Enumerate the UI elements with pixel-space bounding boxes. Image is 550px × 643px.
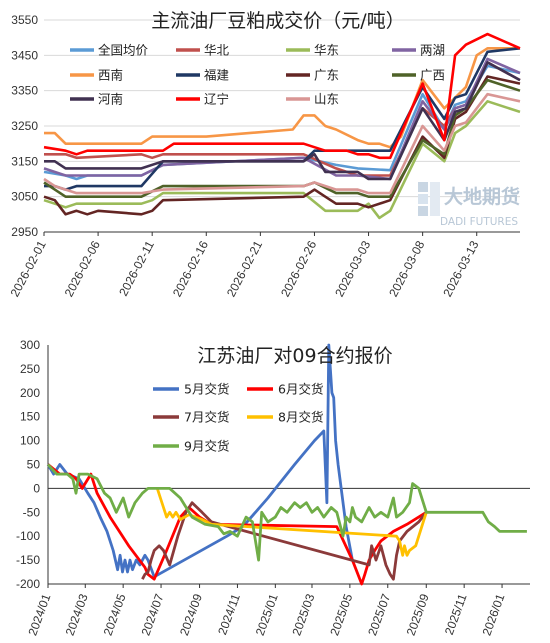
x-tick-label: 2024/07: [139, 592, 167, 638]
legend-label: 华东: [314, 43, 339, 58]
legend-label: 7月交货: [184, 410, 229, 425]
y-tick-label: 250: [20, 362, 40, 376]
watermark-emblem-icon: [418, 182, 440, 216]
y-tick-label: 3550: [11, 13, 38, 27]
y-tick-label: 0: [33, 481, 40, 495]
y-tick-label: -100: [16, 529, 40, 543]
y-tick-label: 3250: [11, 119, 38, 133]
y-tick-label: -200: [16, 577, 40, 591]
x-tick-label: 2025/09: [404, 592, 432, 638]
legend-label: 西南: [98, 68, 123, 83]
x-tick-label: 2025/03: [289, 592, 317, 638]
x-tick-label: 2026-02-06: [62, 238, 103, 299]
legend-label: 6月交货: [278, 382, 323, 397]
y-tick-label: 3450: [11, 48, 38, 62]
y-tick-label: -150: [16, 553, 40, 567]
y-tick-label: 3150: [11, 154, 38, 168]
chart-main-soymeal-prices: 大地期货 DADI FUTURES 2950 3050 3150 3250 3350 34…: [8, 10, 521, 299]
series-line-4: [155, 487, 428, 557]
legend-label: 山东: [314, 92, 339, 107]
series-line-8: [43, 78, 521, 198]
legend-label: 广西: [420, 68, 445, 83]
watermark-subtext: DADI FUTURES: [440, 216, 518, 228]
y-tick-label: 100: [20, 434, 40, 448]
chart-title: 江苏油厂对09合约报价: [197, 345, 392, 367]
x-tick-label: 2024/01: [25, 592, 53, 638]
x-tick-label: 2025/05: [327, 592, 355, 638]
series-line-9: [44, 61, 521, 181]
x-tick-label: 2026-02-26: [278, 238, 319, 299]
x-tick-label: 2026-02-21: [224, 238, 265, 299]
y-tick-label: 3050: [11, 190, 38, 204]
legend-label: 9月交货: [184, 439, 229, 454]
x-tick-label: 2026-02-01: [8, 238, 49, 299]
y-tick-label: 300: [20, 338, 40, 352]
legend-label: 8月交货: [278, 410, 323, 425]
x-tick-label: 2025/11: [442, 592, 470, 637]
x-tick-label: 2024/05: [101, 592, 129, 638]
series-line-3: [141, 501, 428, 581]
x-tick-label: 2025/01: [253, 592, 281, 638]
series-line-11: [43, 92, 521, 195]
watermark-text: 大地期货: [444, 185, 520, 208]
x-tick-label: 2026-03-08: [386, 238, 427, 299]
legend-label: 辽宁: [204, 92, 229, 107]
y-tick-label: 200: [20, 386, 40, 400]
legend-label: 5月交货: [184, 382, 229, 397]
legend: 5月交货 6月交货 7月交货 8月交货 9月交货: [153, 382, 323, 454]
x-tick-label: 2026-03-03: [332, 238, 373, 299]
x-tick-label: 2026-02-16: [170, 238, 211, 299]
legend-label: 全国均价: [98, 43, 149, 58]
series-line-1: [46, 343, 354, 579]
x-tick-label: 2026/01: [480, 592, 508, 638]
legend-label: 河南: [98, 92, 123, 107]
y-tick-label: 3350: [11, 84, 38, 98]
x-tick-label: 2024/11: [215, 592, 243, 637]
legend-label: 华北: [204, 43, 230, 58]
series-line-10: [43, 32, 521, 160]
series-line-3: [43, 100, 521, 220]
series-line-5: [46, 463, 527, 562]
x-tick-label: 2024/03: [63, 592, 91, 638]
legend-label: 两湖: [420, 43, 445, 58]
series-line-1: [43, 64, 521, 181]
y-tick-label: 150: [20, 410, 40, 424]
series-line-2: [47, 463, 428, 586]
series-line-5: [44, 47, 520, 149]
series-line-4: [43, 57, 521, 181]
legend-label: 福建: [204, 68, 230, 83]
y-tick-label: 2950: [11, 225, 38, 239]
legend-label: 广东: [314, 68, 339, 83]
chart-title: 主流油厂豆粕成交价（元/吨）: [151, 10, 404, 32]
x-tick-label: 2024/09: [177, 592, 205, 638]
x-tick-label: 2026-03-13: [440, 238, 481, 299]
x-tick-label: 2026-02-11: [116, 238, 157, 298]
y-tick-label: -50: [23, 505, 41, 519]
y-tick-label: 50: [27, 458, 41, 472]
watermark-logo: 大地期货 DADI FUTURES: [418, 182, 520, 228]
x-tick-label: 2025/07: [365, 592, 393, 638]
